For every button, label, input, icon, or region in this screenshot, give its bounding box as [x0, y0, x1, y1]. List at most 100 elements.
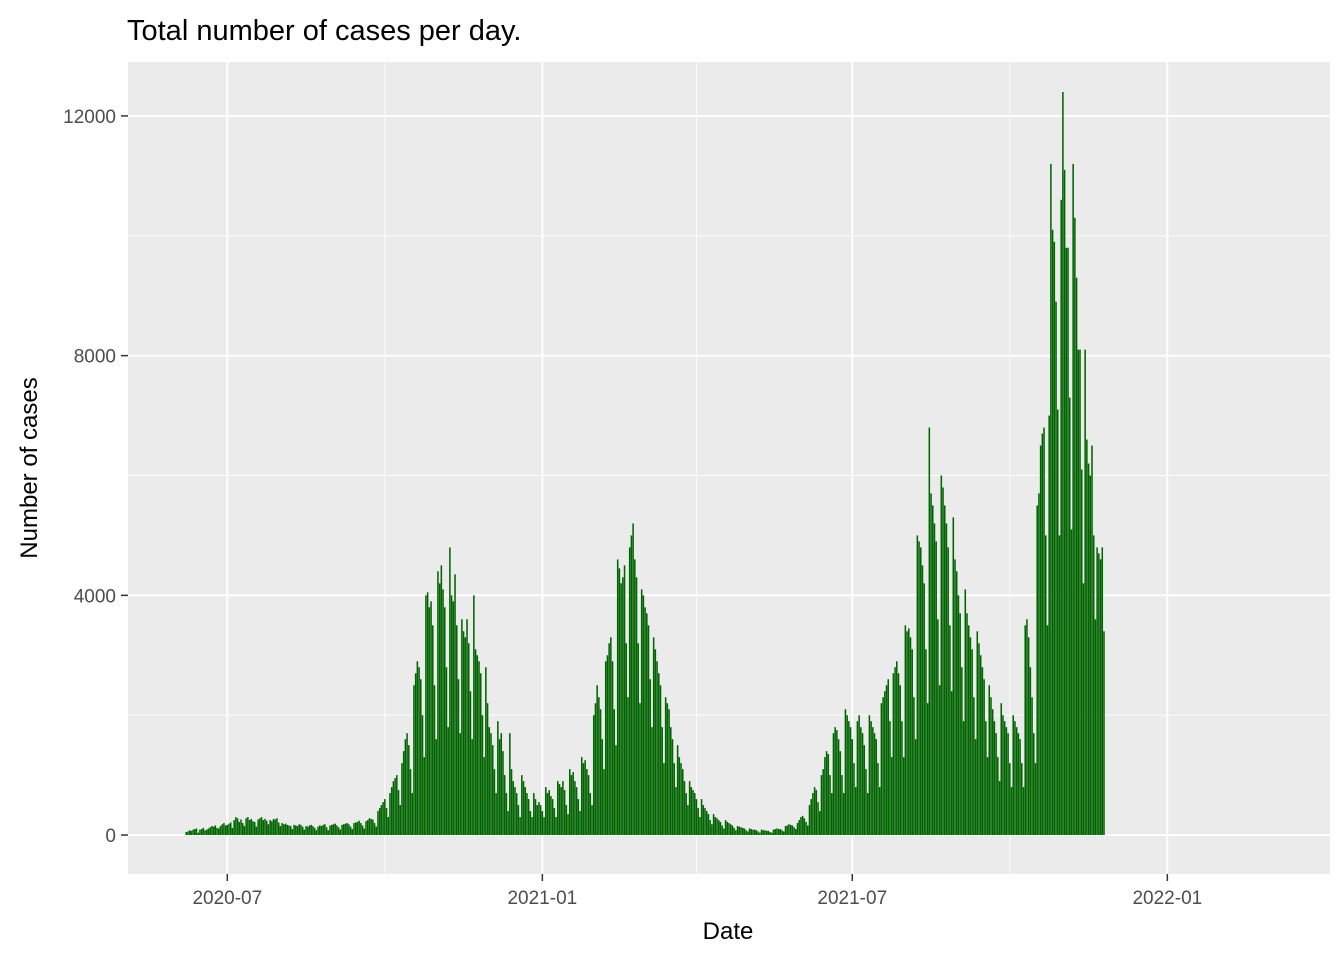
bar	[651, 727, 653, 836]
bar	[699, 817, 701, 836]
bar	[1017, 733, 1020, 836]
bar	[716, 818, 718, 836]
bar	[354, 822, 357, 836]
bar	[644, 607, 646, 836]
bar	[647, 625, 650, 836]
bar	[777, 829, 780, 836]
bar	[372, 819, 374, 836]
x-tick-label: 2022-01	[1132, 888, 1202, 909]
bar	[918, 541, 920, 836]
bar	[574, 781, 576, 836]
bar	[885, 685, 888, 836]
bar	[491, 745, 494, 836]
bar	[1074, 217, 1076, 836]
bar	[1080, 469, 1083, 836]
bar	[783, 831, 785, 836]
bar	[284, 823, 287, 836]
bar	[1098, 553, 1100, 836]
bar	[729, 824, 732, 836]
bar	[545, 787, 547, 836]
bar	[1014, 721, 1016, 836]
bar	[539, 805, 542, 836]
bar	[339, 829, 342, 836]
bar	[618, 568, 621, 836]
bar	[603, 769, 605, 836]
bar	[533, 793, 535, 836]
bar	[750, 829, 753, 836]
bar	[654, 649, 657, 836]
bar	[185, 832, 187, 836]
bar	[245, 818, 247, 836]
bar	[257, 819, 259, 836]
bar	[673, 763, 675, 836]
bar	[380, 805, 383, 836]
y-axis-title: Number of cases	[16, 377, 43, 558]
bar	[579, 811, 581, 836]
bar	[628, 547, 631, 836]
bar	[971, 649, 973, 836]
bar	[389, 793, 391, 836]
bar	[702, 805, 705, 836]
bar	[384, 799, 386, 836]
bar	[776, 828, 778, 836]
bar	[945, 523, 948, 836]
bar	[195, 828, 198, 836]
bar	[502, 751, 504, 836]
bar	[334, 823, 336, 836]
bar	[806, 825, 809, 836]
x-axis-title: Date	[703, 918, 754, 945]
bar	[387, 817, 390, 836]
bar	[272, 818, 275, 836]
bar	[687, 805, 689, 836]
bar	[416, 661, 419, 836]
bar	[473, 595, 475, 836]
bar	[928, 427, 931, 836]
bar	[841, 775, 843, 836]
bar	[1086, 439, 1088, 836]
bar	[325, 827, 328, 836]
bar	[488, 727, 491, 836]
bar	[228, 823, 230, 836]
bar	[604, 661, 607, 836]
bar	[1048, 415, 1050, 836]
bar	[957, 595, 960, 836]
bar	[940, 475, 943, 836]
bar	[801, 815, 804, 836]
bar	[269, 820, 271, 836]
bar	[642, 595, 645, 836]
x-tick-label: 2020-07	[192, 888, 262, 909]
bar	[697, 808, 699, 836]
bar	[818, 811, 821, 836]
bar	[1053, 241, 1056, 836]
bar	[394, 778, 396, 836]
bar	[286, 824, 289, 836]
bar	[485, 667, 487, 836]
bar	[1031, 697, 1033, 836]
bar	[639, 703, 641, 836]
bar	[1091, 445, 1093, 836]
bar	[914, 739, 917, 836]
bar	[445, 667, 448, 836]
bar	[741, 827, 744, 836]
bar	[426, 592, 429, 836]
bar	[966, 613, 968, 836]
bar	[954, 559, 956, 836]
bar	[931, 505, 934, 836]
bar	[680, 763, 682, 836]
bar	[212, 826, 215, 836]
plot-panel	[128, 62, 1330, 874]
bar	[759, 832, 761, 836]
bar	[274, 819, 277, 836]
bar	[832, 733, 835, 836]
bar	[682, 769, 684, 836]
bar	[524, 787, 527, 836]
bar	[724, 820, 727, 836]
bar	[610, 637, 612, 836]
bar	[187, 831, 189, 836]
bar	[728, 823, 730, 836]
bar	[873, 733, 876, 836]
bar	[842, 793, 845, 836]
bar	[812, 793, 814, 836]
bar	[563, 790, 566, 836]
bar	[594, 703, 597, 836]
